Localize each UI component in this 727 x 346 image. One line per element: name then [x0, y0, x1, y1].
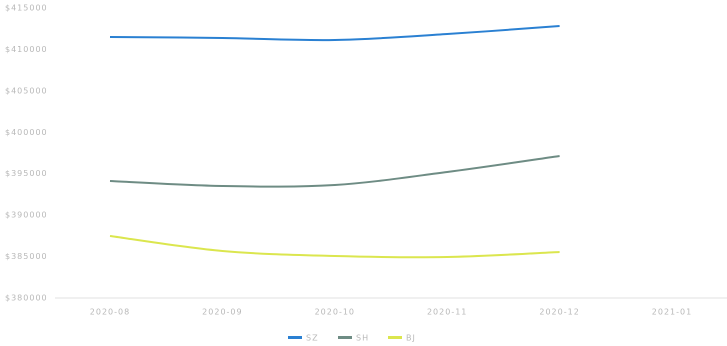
- x-tick-label: 2021-01: [652, 308, 692, 317]
- legend-label: BJ: [406, 334, 416, 343]
- y-tick-label: $395000: [5, 169, 48, 178]
- x-tick-label: 2020-12: [539, 308, 579, 317]
- legend-label: SZ: [306, 334, 319, 343]
- legend-swatch: [338, 336, 352, 339]
- series-line: [109, 24, 560, 42]
- legend-label: SH: [356, 334, 369, 343]
- x-tick-label: 2020-10: [315, 308, 355, 317]
- legend-swatch: [288, 336, 302, 339]
- series-line: [109, 154, 560, 188]
- y-tick-label: $385000: [5, 252, 48, 261]
- x-tick-label: 2020-09: [202, 308, 242, 317]
- series-line: [109, 235, 560, 259]
- y-tick-label: $410000: [5, 45, 48, 54]
- x-tick-label: 2020-11: [427, 308, 467, 317]
- x-tick-label: 2020-08: [90, 308, 130, 317]
- y-tick-label: $400000: [5, 128, 48, 137]
- y-tick-label: $390000: [5, 211, 48, 220]
- y-tick-label: $380000: [5, 294, 48, 303]
- y-tick-label: $415000: [5, 4, 48, 13]
- legend-swatch: [388, 336, 402, 339]
- y-tick-label: $405000: [5, 86, 48, 95]
